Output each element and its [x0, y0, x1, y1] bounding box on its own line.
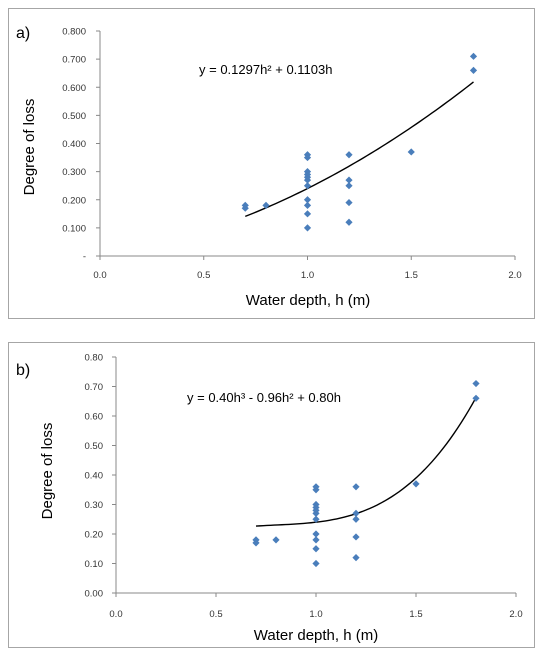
x-tick-label-a: 2.0 — [508, 270, 521, 281]
equation-b: y = 0.40h³ - 0.96h² + 0.80h — [187, 390, 341, 405]
y-tick-label-b: 0.50 — [85, 441, 104, 452]
data-point-a — [303, 151, 312, 159]
x-tick-label-b: 0.5 — [209, 609, 222, 620]
x-axis-title-b: Water depth, h (m) — [254, 627, 378, 644]
chart-b-svg: b) y = 0.40h³ - 0.96h² + 0.80h Water dep… — [8, 342, 535, 648]
y-tick-label-b: 0.40 — [85, 471, 104, 482]
y-tick-label-a: 0.100 — [62, 223, 86, 234]
y-axis-title-b: Degree of loss — [39, 423, 56, 520]
x-tick-label-a: 1.5 — [405, 270, 418, 281]
y-tick-label-a: 0.800 — [62, 27, 86, 38]
data-point-a — [303, 182, 312, 190]
x-axis-title-a: Water depth, h (m) — [246, 292, 370, 309]
y-tick-label-b: 0.30 — [85, 500, 104, 511]
data-point-b — [352, 515, 360, 523]
y-tick-label-b: 0.20 — [85, 530, 104, 541]
data-point-b — [312, 515, 320, 523]
data-point-a — [469, 52, 478, 60]
chart-a-svg: a) y = 0.1297h² + 0.1103h Water depth, h… — [8, 8, 535, 319]
y-tick-label-b: 0.00 — [85, 589, 104, 600]
trendline-a — [244, 81, 474, 218]
trendline-b — [255, 397, 477, 527]
data-point-b — [312, 545, 320, 553]
data-point-b — [472, 379, 480, 388]
data-point-a — [345, 198, 353, 207]
x-tick-label-b: 0.0 — [109, 609, 122, 620]
data-point-b — [312, 483, 320, 491]
x-tick-label-b: 1.5 — [409, 609, 422, 620]
data-point-a — [303, 210, 312, 218]
data-point-a — [407, 148, 415, 156]
x-tick-label-a: 1.0 — [301, 270, 314, 281]
chart-panel-b: b) y = 0.40h³ - 0.96h² + 0.80h Water dep… — [0, 325, 541, 650]
data-point-a — [303, 224, 312, 232]
data-point-b — [272, 536, 280, 544]
data-point-a — [469, 66, 478, 74]
data-point-a — [303, 196, 312, 204]
panel-label-b: b) — [16, 362, 30, 379]
panel-label-a: a) — [16, 25, 30, 42]
data-point-a — [303, 168, 312, 176]
data-point-a — [303, 201, 312, 209]
y-tick-label-b: 0.10 — [85, 559, 104, 570]
data-point-b — [312, 559, 320, 568]
data-point-a — [345, 151, 353, 159]
y-tick-label-a: - — [83, 252, 86, 263]
chart-a-frame — [8, 8, 535, 319]
y-tick-label-a: 0.300 — [62, 167, 86, 178]
data-point-b — [352, 483, 360, 491]
data-point-b — [472, 394, 480, 402]
y-tick-label-b: 0.70 — [85, 382, 104, 393]
data-point-b — [312, 500, 320, 509]
plot-area-b: 0.00 0.10 0.20 0.30 0.40 0.50 0.60 0.70 0.80 0.0 0… — [85, 353, 523, 621]
data-point-a — [345, 182, 353, 190]
chart-panel-a: a) y = 0.1297h² + 0.1103h Water depth, h… — [8, 8, 535, 319]
chart-b-frame — [8, 342, 535, 648]
y-axis-title-a: Degree of loss — [21, 99, 38, 196]
data-point-a — [345, 218, 353, 226]
data-point-b — [352, 554, 360, 562]
data-point-b — [352, 533, 360, 541]
data-point-b — [412, 480, 420, 488]
x-tick-label-a: 0.5 — [197, 270, 210, 281]
plot-area-a: - 0.100 0.200 0.300 0.400 0.500 0.600 0.700 0.80… — [62, 27, 521, 282]
data-point-a — [241, 204, 249, 212]
data-point-a — [345, 176, 353, 184]
y-tick-label-a: 0.200 — [62, 195, 86, 206]
x-tick-label-b: 1.0 — [309, 609, 322, 620]
data-point-b — [352, 509, 360, 517]
y-tick-label-b: 0.60 — [85, 412, 104, 423]
y-tick-label-a: 0.400 — [62, 139, 86, 150]
x-tick-label-a: 0.0 — [93, 270, 106, 281]
data-point-a — [262, 201, 270, 209]
equation-a: y = 0.1297h² + 0.1103h — [199, 62, 332, 77]
y-tick-label-a: 0.500 — [62, 111, 86, 122]
x-tick-label-b: 2.0 — [509, 609, 522, 620]
y-tick-label-a: 0.700 — [62, 55, 86, 66]
y-tick-label-a: 0.600 — [62, 83, 86, 94]
y-tick-label-b: 0.80 — [85, 353, 104, 364]
data-point-b — [312, 530, 320, 538]
